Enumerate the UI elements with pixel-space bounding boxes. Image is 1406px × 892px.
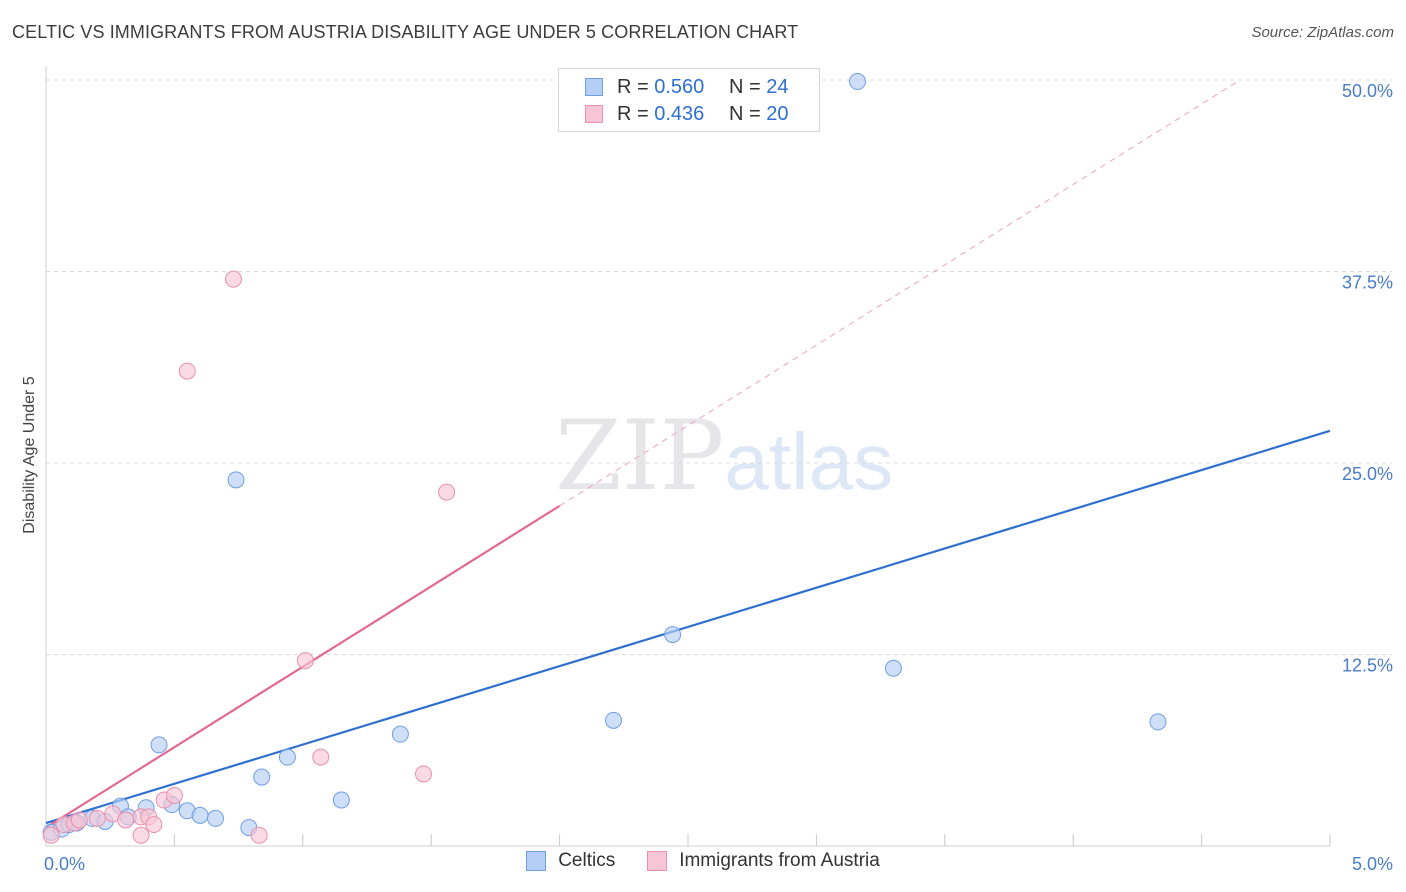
celtics-point xyxy=(206,809,224,827)
celtics-point xyxy=(150,736,168,754)
legend-r-value: 0.560 xyxy=(654,75,705,98)
trend-lines xyxy=(45,79,1331,829)
austria-point xyxy=(438,483,456,501)
watermark-sub: atlas xyxy=(724,417,894,506)
y-tick-label: 25.0% xyxy=(1342,464,1393,484)
legend-n-value: 20 xyxy=(766,102,789,125)
austria-point xyxy=(42,826,60,844)
x-tick-label: 0.0% xyxy=(44,854,85,874)
austria-point xyxy=(312,748,330,766)
celtics-point xyxy=(664,626,682,644)
x-tick-label: 5.0% xyxy=(1352,854,1393,874)
celtics-point xyxy=(884,659,902,677)
legend-n-label: N = xyxy=(729,102,761,125)
watermark-main: ZIP xyxy=(555,400,725,512)
austria-point xyxy=(250,826,268,844)
y-tick-labels: 12.5% 25.0% 37.5% 50.0% xyxy=(1342,81,1393,676)
y-axis-label: Disability Age Under 5 xyxy=(21,376,38,534)
legend-item-celtics[interactable]: Celtics xyxy=(526,850,615,872)
legend-r-label: R = xyxy=(617,75,649,98)
celtics-swatch xyxy=(585,78,603,96)
celtics-trend-line xyxy=(45,429,1331,825)
austria-point xyxy=(296,652,314,670)
austria-point xyxy=(88,809,106,827)
y-tick-label: 50.0% xyxy=(1342,81,1393,101)
celtics-point xyxy=(605,711,623,729)
austria-point xyxy=(132,826,150,844)
austria-point xyxy=(117,811,135,829)
source-label: Source: ZipAtlas.com xyxy=(1251,24,1394,41)
legend-item-austria[interactable]: Immigrants from Austria xyxy=(647,850,880,872)
grid xyxy=(45,79,1392,846)
celtics-point xyxy=(391,725,409,743)
austria-point xyxy=(145,816,163,834)
legend-n-label: N = xyxy=(729,75,761,98)
austria-swatch xyxy=(585,105,603,123)
austria-trend-extension xyxy=(559,79,1241,507)
axes xyxy=(45,66,1330,847)
austria-point xyxy=(224,270,242,288)
celtics-point xyxy=(1149,713,1167,731)
watermark: ZIPatlas xyxy=(555,400,893,512)
data-points xyxy=(42,73,1167,844)
legend-label-austria: Immigrants from Austria xyxy=(679,850,880,871)
celtics-point xyxy=(278,748,296,766)
austria-point xyxy=(70,811,88,829)
celtics-point xyxy=(253,768,271,786)
celtics-legend-swatch xyxy=(526,851,547,871)
legend-row-austria: R = 0.436 N = 20 xyxy=(585,102,789,126)
y-tick-label: 37.5% xyxy=(1342,273,1393,293)
legend-n-value: 24 xyxy=(766,75,789,98)
series-legend: Celtics Immigrants from Austria xyxy=(0,850,1406,872)
legend-r-value: 0.436 xyxy=(654,102,705,125)
y-tick-label: 12.5% xyxy=(1342,656,1393,676)
austria-legend-swatch xyxy=(647,851,668,871)
austria-point xyxy=(165,786,183,804)
austria-point xyxy=(178,362,196,380)
x-tick-labels: 0.0% 5.0% xyxy=(44,854,1393,874)
celtics-point xyxy=(332,791,350,809)
austria-point xyxy=(414,765,432,783)
legend-r-label: R = xyxy=(617,102,649,125)
chart-title: CELTIC VS IMMIGRANTS FROM AUSTRIA DISABI… xyxy=(12,22,799,42)
legend-label-celtics: Celtics xyxy=(558,850,616,871)
legend-row-celtics: R = 0.560 N = 24 xyxy=(585,75,789,99)
celtics-point xyxy=(227,471,245,489)
stats-legend: R = 0.560 N = 24 R = 0.436 N = 20 xyxy=(558,68,820,132)
celtics-point xyxy=(848,73,866,91)
celtics-point xyxy=(191,806,209,824)
